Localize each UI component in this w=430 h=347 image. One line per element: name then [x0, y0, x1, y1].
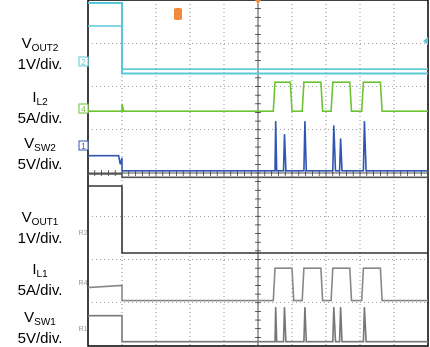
center-marker: [255, 0, 261, 4]
trace-vout2: [88, 25, 428, 70]
trigger-level-marker: [423, 37, 428, 45]
channel-markers: 2 4 1 R2 R4 R1: [78, 56, 89, 333]
vsw1-label: VSW1 5V/div.: [17, 309, 63, 347]
trigger-position-marker: [174, 8, 182, 20]
vout2-label: VOUT2 1V/div.: [17, 35, 63, 73]
ch1-marker: 1: [78, 140, 89, 151]
ch4-marker-text: 4: [81, 105, 86, 114]
ch2-marker: 2: [78, 56, 89, 67]
trace-il2: [88, 81, 428, 112]
trace-vsw2: [88, 121, 428, 172]
vout1-label: VOUT1 1V/div.: [17, 209, 63, 247]
il2-label: IL2 5A/div.: [17, 89, 63, 127]
ch4-marker: 4: [78, 103, 89, 114]
ch1-marker-text: 1: [81, 142, 86, 151]
ref2-marker: R2: [79, 230, 88, 237]
ch2-marker-text: 2: [81, 58, 86, 67]
trace-vout1: [88, 185, 428, 254]
graticule-grid: [87, 0, 429, 347]
il1-label: IL1 5A/div.: [17, 261, 63, 299]
trace-vsw1: [88, 307, 428, 343]
trace-vsw2_ref: [88, 173, 428, 179]
waveform-traces: [87, 2, 428, 343]
trace-il1: [87, 267, 428, 302]
ref4-marker: R4: [79, 280, 88, 287]
vsw2-label: VSW2 5V/div.: [17, 135, 63, 173]
ref1-marker: R1: [79, 326, 88, 333]
